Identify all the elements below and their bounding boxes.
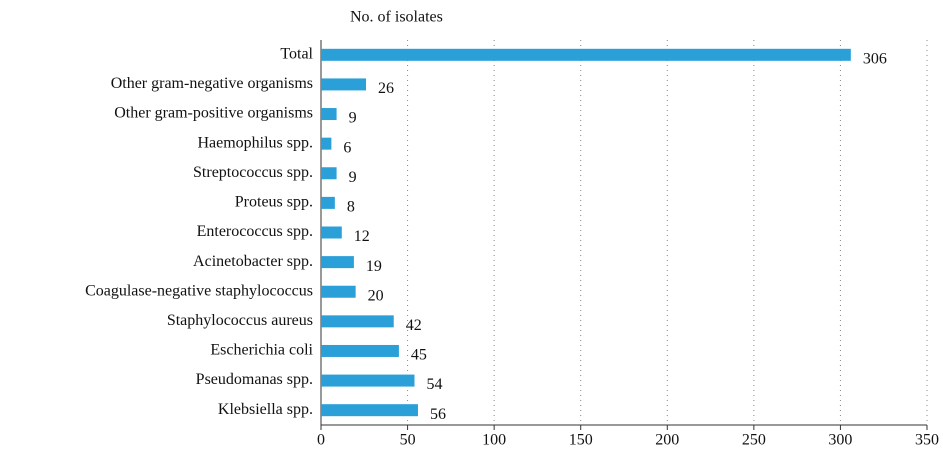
value-label: 8 [347,199,355,216]
value-label: 9 [349,169,357,186]
x-tick-label: 150 [569,432,593,449]
value-label: 6 [343,139,351,156]
bar [321,137,332,150]
x-tick-label: 200 [655,432,679,449]
y-tick-label: Proteus spp. [235,194,313,211]
bar [321,285,356,298]
bar [321,108,337,121]
bar [321,315,394,328]
x-tick-label: 0 [317,432,325,449]
value-label: 26 [378,80,394,97]
value-label: 45 [411,347,427,364]
y-tick-label: Streptococcus spp. [193,164,313,181]
y-tick-label: Pseudomanas spp. [196,371,313,388]
x-tick-label: 50 [400,432,416,449]
y-tick-label: Staphylococcus aureus [167,312,313,329]
value-label: 12 [354,228,370,245]
x-tick-label: 300 [828,432,852,449]
y-tick-label: Coagulase-negative staphylococcus [85,282,313,299]
bar [321,404,418,417]
bar [321,78,367,91]
value-label: 19 [366,258,382,275]
y-tick-label: Acinetobacter spp. [193,253,313,270]
bar [321,256,354,269]
bar [321,48,851,61]
x-tick-label: 350 [915,432,939,449]
value-label: 54 [426,376,442,393]
y-tick-label: Other gram-positive organisms [114,105,313,122]
y-tick-label: Total [280,45,313,62]
y-tick-label: Enterococcus spp. [197,223,313,240]
y-tick-label: Haemophilus spp. [197,134,313,151]
axis-title: No. of isolates [350,9,443,26]
y-tick-label: Escherichia coli [210,342,313,359]
value-label: 56 [430,406,446,423]
y-tick-label: Other gram-negative organisms [111,75,313,92]
y-tick-label: Klebsiella spp. [218,401,313,418]
value-label: 42 [406,317,422,334]
bar [321,196,335,209]
value-label: 306 [863,50,887,67]
bar [321,226,342,239]
bar [321,344,399,357]
x-tick-label: 250 [742,432,766,449]
bar [321,374,415,387]
bar [321,167,337,180]
x-tick-label: 100 [482,432,506,449]
value-label: 9 [349,110,357,127]
value-label: 20 [368,287,384,304]
